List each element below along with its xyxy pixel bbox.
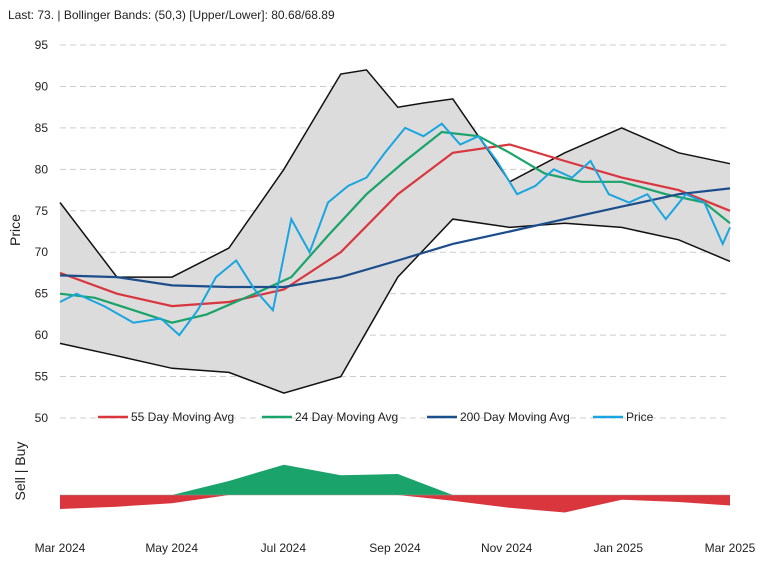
y-tick-label: 55	[35, 370, 49, 384]
y-tick-label: 65	[35, 287, 49, 301]
x-tick-label: Mar 2024	[35, 541, 86, 555]
x-tick-label: Jan 2025	[594, 541, 644, 555]
bollinger-band-area	[60, 69, 730, 394]
x-tick-label: Jul 2024	[261, 541, 307, 555]
x-tick-label: Nov 2024	[481, 541, 533, 555]
y-tick-label: 60	[35, 328, 49, 342]
x-tick-label: Mar 2025	[705, 541, 756, 555]
x-tick-label: May 2024	[145, 541, 198, 555]
55-day-moving-avg-line	[59, 143, 731, 308]
200-day-moving-avg-line	[59, 187, 731, 289]
legend-label: 200 Day Moving Avg	[460, 410, 570, 424]
legend-label: 24 Day Moving Avg	[295, 410, 398, 424]
y-tick-label: 95	[35, 38, 49, 52]
legend-label: Price	[626, 410, 654, 424]
sell-signal-area	[60, 495, 730, 513]
header-summary: Last: 73. | Bollinger Bands: (50,3) [Upp…	[8, 8, 335, 22]
bollinger-lower-line	[59, 218, 731, 394]
y-tick-label: 80	[35, 162, 49, 176]
buy-signal-area	[60, 464, 730, 495]
y-tick-label: 85	[35, 121, 49, 135]
y-tick-label: 75	[35, 204, 49, 218]
legend-label: 55 Day Moving Avg	[131, 410, 234, 424]
y-tick-label: 90	[35, 79, 49, 93]
x-tick-label: Sep 2024	[369, 541, 421, 555]
price-line	[59, 122, 731, 337]
y-tick-label: 50	[35, 411, 49, 425]
bollinger-upper-line	[59, 69, 731, 278]
24-day-moving-avg-line	[59, 130, 731, 324]
y-tick-label: 70	[35, 245, 49, 259]
